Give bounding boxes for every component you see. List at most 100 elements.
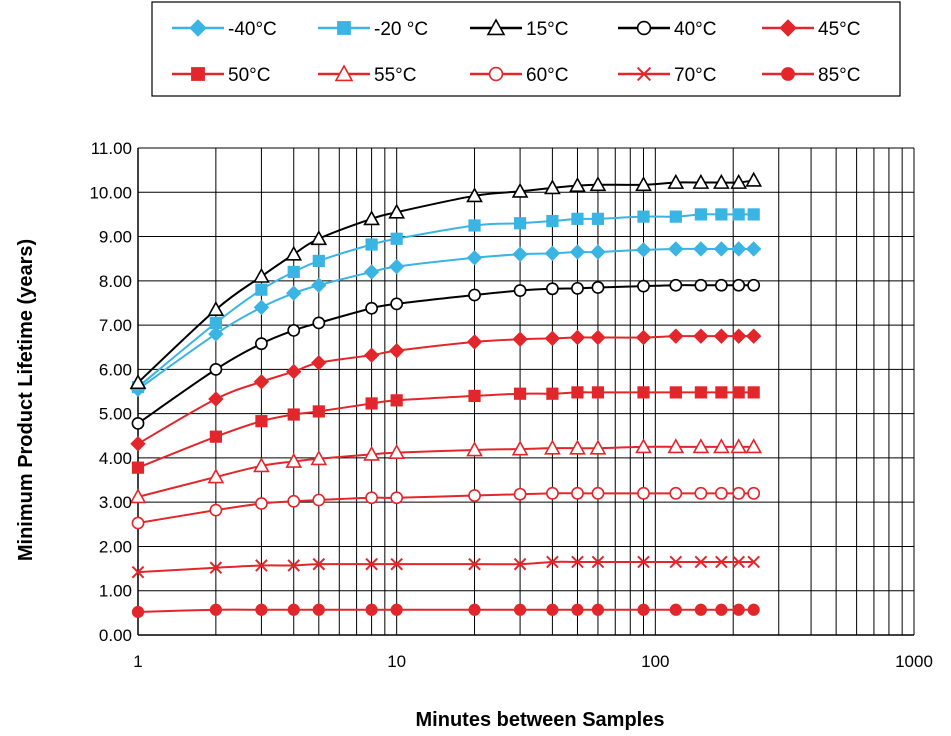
data-point	[745, 241, 762, 257]
data-point	[513, 217, 527, 230]
y-tick-label: 9.00	[99, 228, 132, 247]
data-point	[730, 328, 747, 344]
y-axis-title: Minimum Product Lifetime (years)	[15, 239, 37, 561]
legend-item: -40°C	[172, 19, 277, 40]
data-point	[747, 208, 760, 221]
legend-label: 40°C	[674, 19, 716, 40]
y-tick-label: 6.00	[99, 360, 132, 379]
data-point	[668, 328, 684, 344]
data-point	[693, 328, 709, 344]
data-point	[209, 503, 223, 517]
y-tick-label: 7.00	[99, 316, 132, 335]
data-point	[209, 603, 222, 616]
legend-item: 60°C	[470, 65, 568, 86]
data-point-stroke	[209, 561, 223, 575]
data-point	[312, 405, 325, 418]
data-point	[571, 386, 584, 399]
series-6	[131, 386, 760, 474]
data-point	[312, 603, 325, 616]
data-point	[312, 316, 326, 330]
legend-item: 70°C	[618, 65, 716, 86]
y-tick-label: 11.00	[91, 139, 132, 158]
data-point	[713, 241, 730, 257]
legend-item: 40°C	[618, 19, 716, 40]
legend-item: 55°C	[318, 64, 416, 86]
data-point	[466, 441, 483, 457]
data-point	[253, 374, 270, 390]
data-point	[544, 330, 561, 347]
x-tick-label: 10	[387, 652, 406, 671]
y-tick-label: 5.00	[99, 405, 132, 424]
data-point	[255, 497, 268, 510]
series-layer	[129, 171, 763, 619]
data-point	[745, 438, 763, 454]
data-point	[747, 603, 760, 616]
data-point	[546, 214, 559, 228]
data-point	[513, 557, 527, 571]
data-point	[129, 488, 147, 504]
data-point	[715, 603, 728, 616]
data-point	[311, 355, 327, 371]
data-point	[208, 326, 224, 342]
data-point-stroke	[255, 559, 268, 572]
data-point	[131, 605, 145, 619]
data-point	[286, 363, 302, 380]
data-point-stroke	[312, 557, 326, 571]
y-tick-label: 3.00	[99, 493, 132, 512]
data-point	[130, 436, 146, 452]
data-point	[732, 278, 746, 292]
data-point	[730, 241, 747, 257]
data-point-stroke	[513, 557, 527, 571]
data-point	[255, 559, 268, 572]
series-3	[129, 171, 763, 390]
data-point	[390, 603, 403, 616]
data-point	[468, 489, 481, 502]
data-point	[591, 603, 605, 616]
data-point-stroke	[287, 559, 301, 572]
data-point	[312, 254, 325, 267]
legend-label: 55°C	[374, 65, 416, 86]
data-point	[693, 241, 709, 257]
data-point	[590, 244, 606, 260]
data-point	[363, 210, 380, 226]
data-point	[365, 238, 378, 251]
data-point	[590, 329, 606, 346]
legend-marker	[779, 19, 797, 37]
data-point	[253, 267, 270, 283]
data-point	[745, 171, 763, 187]
data-point	[669, 278, 683, 292]
data-point	[544, 439, 561, 455]
data-point	[253, 457, 270, 473]
data-point	[253, 299, 270, 316]
series-4	[131, 278, 761, 430]
data-point	[388, 343, 405, 359]
y-tick-label: 1.00	[99, 582, 132, 601]
data-point-stroke	[390, 557, 403, 571]
data-point	[209, 561, 223, 575]
x-axis-title: Minutes between Samples	[416, 709, 665, 731]
data-point	[363, 264, 380, 280]
legend-label: 60°C	[526, 65, 568, 86]
data-point	[312, 557, 326, 571]
data-point	[667, 438, 685, 454]
data-point	[591, 486, 605, 500]
data-point	[287, 408, 300, 421]
data-point	[571, 555, 584, 569]
data-point	[694, 486, 708, 500]
data-point	[692, 438, 710, 454]
legend-label: 70°C	[674, 65, 716, 86]
data-point	[365, 491, 378, 505]
legend-marker-stroke	[636, 66, 652, 82]
data-point	[131, 461, 145, 474]
data-point-stroke	[669, 555, 683, 569]
data-point-stroke	[468, 557, 481, 571]
data-point	[569, 176, 586, 193]
data-point	[255, 283, 268, 296]
data-point	[466, 334, 483, 350]
data-point	[468, 219, 481, 232]
legend-marker	[334, 64, 354, 82]
data-point	[571, 486, 584, 500]
data-point	[209, 316, 222, 329]
